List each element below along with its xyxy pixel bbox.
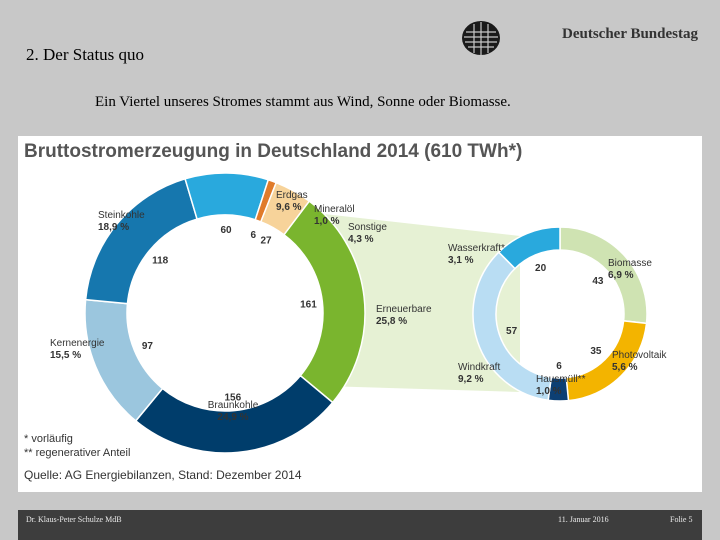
main-pct-braunkohle: 24,9 % [217,412,248,423]
renewable-slice-wasserkraft [497,226,561,270]
main-label-sonstige: Sonstige [348,222,387,233]
footer-author: Dr. Klaus-Peter Schulze MdB [26,515,122,524]
main-label-braunkohle: Braunkohle [208,400,259,411]
note-preliminary: * vorläufig [24,433,73,445]
main-label-erdgas: Erdgas [276,190,308,201]
main-label-erneuerbare: Erneuerbare [376,304,432,315]
main-slice-erdgas [184,172,270,221]
renewable-label-hausmuell: Hausmüll** [536,374,586,385]
renewable-value-hausmuell: 6 [556,361,562,372]
renewable-label-windkraft: Windkraft [458,362,500,373]
renewable-value-wasserkraft: 20 [535,263,547,274]
slide-title: 2. Der Status quo [26,45,145,64]
renewable-label-photovoltaik: Photovoltaik [612,350,667,361]
chart-panel: Bruttostromerzeugung in Deutschland 2014… [18,136,702,492]
main-label-kernenergie: Kernenergie [50,338,105,349]
main-slice-kernenergie [84,298,164,422]
main-label-steinkohle: Steinkohle [98,210,145,221]
note-source: Quelle: AG Energiebilanzen, Stand: Dezem… [24,468,302,482]
main-pct-erneuerbare: 25,8 % [376,316,407,327]
brand-name: Deutscher Bundestag [562,26,698,42]
main-value-braunkohle: 156 [224,393,241,404]
renewable-pct-hausmuell: 1,0 % [536,386,562,397]
renewable-label-wasserkraft: Wasserkraft* [448,243,505,254]
main-pct-mineraloel: 1,0 % [314,216,340,227]
chart-title: Bruttostromerzeugung in Deutschland 2014… [24,141,522,162]
renewable-pct-photovoltaik: 5,6 % [612,362,638,373]
main-value-mineraloel: 6 [251,230,257,241]
main-value-erdgas: 60 [220,225,232,236]
connector-band [323,214,520,392]
renewable-pct-wasserkraft: 3,1 % [448,255,474,266]
footer-page: Folie 5 [670,515,693,524]
main-label-mineraloel: Mineralöl [314,204,355,215]
renewable-value-biomasse: 43 [592,276,604,287]
main-slice-steinkohle [84,177,198,305]
main-pct-erdgas: 9,6 % [276,202,302,213]
renewable-pct-biomasse: 6,9 % [608,270,634,281]
main-value-sonstige: 27 [260,236,272,247]
note-renewable-share: ** regenerativer Anteil [24,447,130,459]
brand-header: Deutscher Bundestag [460,18,698,58]
main-slice-sonstige [259,181,311,236]
main-value-erneuerbare: 161 [300,299,317,310]
donut-chart: Bruttostromerzeugung in Deutschland 2014… [24,141,667,482]
footer-bar: Dr. Klaus-Peter Schulze MdB 11. Januar 2… [18,510,702,540]
renewable-value-photovoltaik: 35 [590,346,602,357]
main-pct-kernenergie: 15,5 % [50,350,81,361]
main-value-kernenergie: 97 [142,341,154,352]
main-value-steinkohle: 118 [152,256,169,267]
renewable-pct-windkraft: 9,2 % [458,374,484,385]
renewable-label-biomasse: Biomasse [608,258,652,269]
footer-date: 11. Januar 2016 [558,515,609,524]
main-pct-sonstige: 4,3 % [348,234,374,245]
federal-eagle-icon [462,21,500,55]
main-pct-steinkohle: 18,9 % [98,222,129,233]
slide-subtitle: Ein Viertel unseres Stromes stammt aus W… [95,94,511,110]
renewable-value-windkraft: 57 [506,326,518,337]
